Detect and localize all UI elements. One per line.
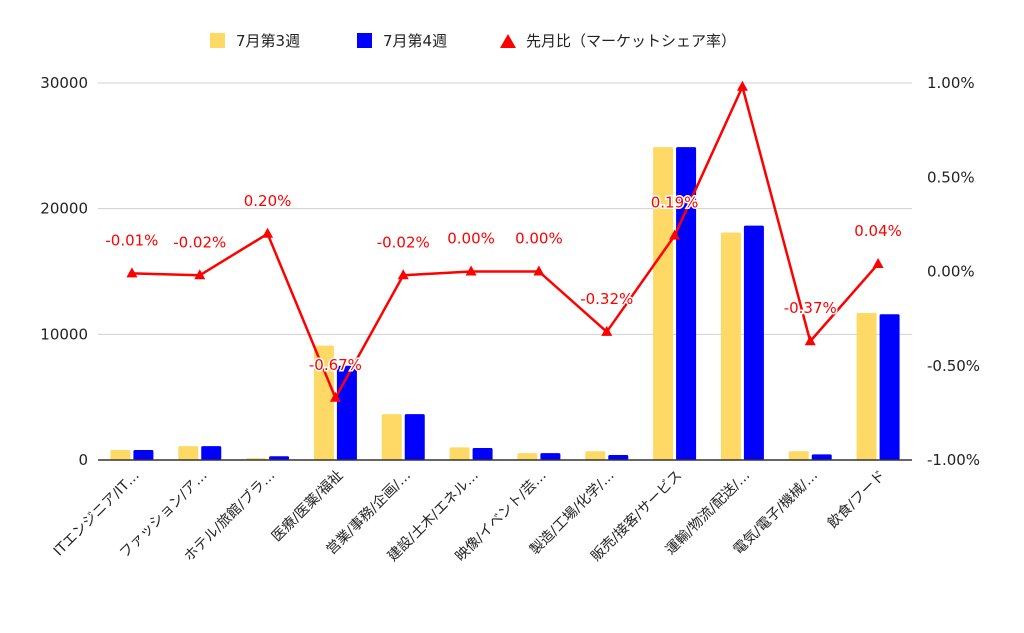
share-marker-2 [194,269,206,280]
data-labels: -0.01% -0.02% 0.20% -0.67% -0.02% 0.00% 0.00% -… [104,190,904,375]
bar-2-9 [676,147,697,460]
legend-swatch-3 [500,34,516,48]
right-tick-label: -1.00% [927,451,980,469]
bar-1-8 [585,451,606,460]
bar-1-4 [313,345,334,460]
share-marker-6 [465,265,477,276]
share-marker-12 [872,257,884,268]
category-label-4: 医療/医薬/福祉 [268,467,346,545]
bar-2-3 [269,456,290,460]
right-tick-label: 0.00% [927,263,975,281]
bar-1-12 [856,312,877,460]
bar-1-6 [449,447,470,460]
share-label-3: 0.20% [244,192,292,210]
right-tick-label: -0.50% [927,357,980,375]
share-marker-8 [601,325,613,336]
share-label-7: 0.00% [515,230,563,248]
share-polyline [131,85,880,400]
left-tick-label: 10000 [40,325,88,343]
bar-2-11 [811,454,832,460]
bar-1-5 [381,414,402,460]
share-marker-11 [804,335,816,346]
share-marker-3 [262,227,274,238]
bar-2-5 [404,414,425,460]
bar-1-7 [517,453,538,460]
bar-2-4 [336,365,357,460]
share-label-12: 0.04% [854,222,902,240]
share-label-2: -0.02% [173,233,226,251]
bar-1-9 [653,147,674,460]
bar-2-12 [879,314,900,460]
share-label-5: -0.02% [377,233,430,251]
bar-1-1 [110,449,131,460]
legend-swatch-1 [210,33,225,48]
share-line [126,80,884,402]
bar-2-7 [540,453,561,460]
category-labels: ITエンジニア/IT…ファッション/ア…ホテル/旅館/ブラ…医療/医薬/福祉営業… [51,467,889,565]
bar-2-10 [743,225,764,460]
bar-1-11 [788,451,809,460]
share-label-8: -0.32% [580,290,633,308]
share-marker-1 [126,267,138,278]
right-axis: -1.00% -0.50% 0.00% 0.50% 1.00% [927,74,980,469]
bar-2-8 [608,454,629,460]
left-axis: 0 10000 20000 30000 [40,74,88,469]
legend-swatch-2 [357,33,372,48]
legend-label-2: 7月第4週 [383,32,447,50]
left-tick-label: 0 [78,451,88,469]
share-label-9: 0.19% [651,194,699,212]
share-marker-5 [397,269,409,280]
right-tick-label: 0.50% [927,168,975,186]
bars [110,147,900,460]
bar-1-10 [720,232,741,460]
share-marker-4 [329,391,341,402]
share-label-4: -0.67% [309,356,362,374]
legend: 7月第3週 7月第4週 先月比（マーケットシェア率） [210,32,736,50]
bar-2-2 [201,446,222,460]
left-tick-label: 20000 [40,200,88,218]
right-tick-label: 1.00% [927,74,975,92]
left-tick-label: 30000 [40,74,88,92]
share-label-6: 0.00% [447,230,495,248]
share-label-11: -0.37% [784,299,837,317]
legend-label-1: 7月第3週 [236,32,300,50]
category-label-12: 飲食/フード [824,467,889,532]
bar-1-2 [178,446,199,460]
gridlines [98,82,912,335]
legend-label-3: 先月比（マーケットシェア率） [526,32,736,50]
bar-2-6 [472,448,493,460]
bar-2-1 [133,449,154,460]
share-label-1: -0.01% [105,231,158,249]
share-marker-10 [736,80,748,91]
share-marker-7 [533,265,545,276]
share-marker-9 [669,229,681,240]
